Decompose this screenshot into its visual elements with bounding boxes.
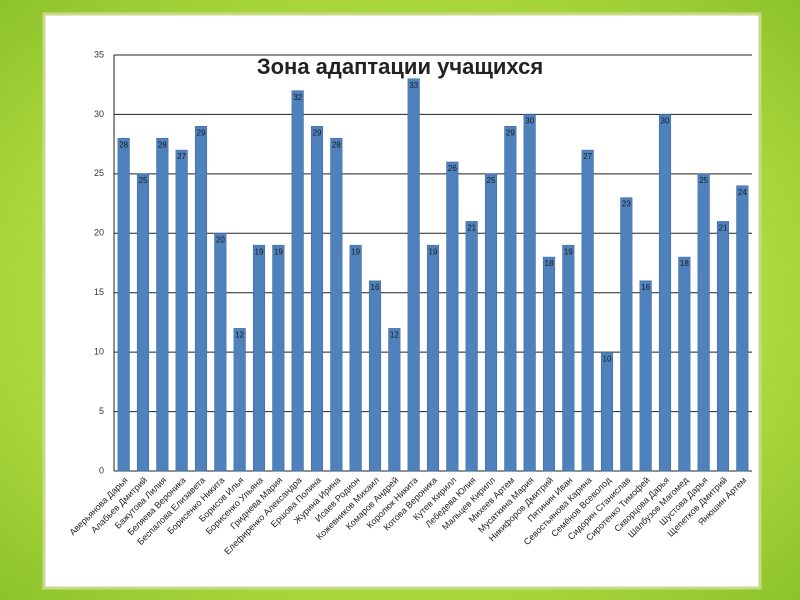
data-label: 30 [525,117,534,126]
bar [310,126,324,472]
bar [117,137,130,472]
bar [252,244,266,472]
data-label: 21 [719,224,728,233]
data-label: 16 [641,283,650,292]
data-label: 21 [467,224,476,233]
data-label: 10 [603,354,612,363]
y-tick-label: 35 [94,49,104,59]
chart-panel [42,12,762,590]
bar [349,244,362,472]
bar [523,114,536,472]
bar [291,90,304,472]
y-tick-label: 0 [99,465,104,475]
data-label: 25 [699,176,708,185]
y-tick-label: 10 [94,347,104,357]
chart-title: Зона адаптации учащихся [257,54,543,79]
bar [639,280,652,472]
bar [716,221,730,472]
data-label: 12 [390,330,399,339]
data-label: 25 [139,176,148,185]
data-label: 19 [274,247,283,256]
y-tick-label: 5 [99,406,104,416]
y-tick-label: 25 [94,168,104,178]
bar [736,185,749,472]
data-label: 24 [738,188,747,197]
data-label: 23 [622,200,631,209]
bar [620,197,633,472]
bar [194,126,208,472]
data-label: 32 [293,93,302,102]
y-tick-label: 30 [94,109,104,119]
bar [465,221,478,472]
y-tick-label: 20 [94,228,104,238]
bar [407,78,420,472]
data-label: 25 [487,176,496,185]
data-label: 29 [506,128,515,137]
bar [388,328,401,472]
bar [272,244,285,472]
bar [330,137,343,472]
data-label: 33 [409,81,418,90]
bar [697,173,710,472]
bar [175,149,188,472]
bar [581,149,594,472]
bar [368,280,382,472]
bar [136,173,150,472]
bar [678,256,691,472]
data-label: 30 [661,117,670,126]
y-tick-label: 15 [94,287,104,297]
bar [484,173,498,472]
data-label: 28 [119,140,128,149]
data-label: 18 [680,259,689,268]
bar [446,161,459,472]
bar [233,328,246,472]
data-label: 19 [564,247,573,256]
data-label: 12 [235,330,244,339]
data-label: 28 [158,140,167,149]
data-label: 29 [313,128,322,137]
bar [658,114,672,472]
data-label: 27 [177,152,186,161]
data-label: 19 [255,247,264,256]
data-label: 19 [351,247,360,256]
bar [504,126,517,472]
bar [214,233,227,472]
data-label: 20 [216,235,225,244]
data-label: 27 [583,152,592,161]
bar [600,351,614,472]
data-label: 18 [545,259,554,268]
bar [562,244,575,472]
bar [426,244,440,472]
bar [156,137,169,472]
data-label: 28 [332,140,341,149]
data-label: 26 [448,164,457,173]
data-label: 29 [197,128,206,137]
bar [542,256,556,472]
data-label: 19 [429,247,438,256]
data-label: 16 [371,283,380,292]
